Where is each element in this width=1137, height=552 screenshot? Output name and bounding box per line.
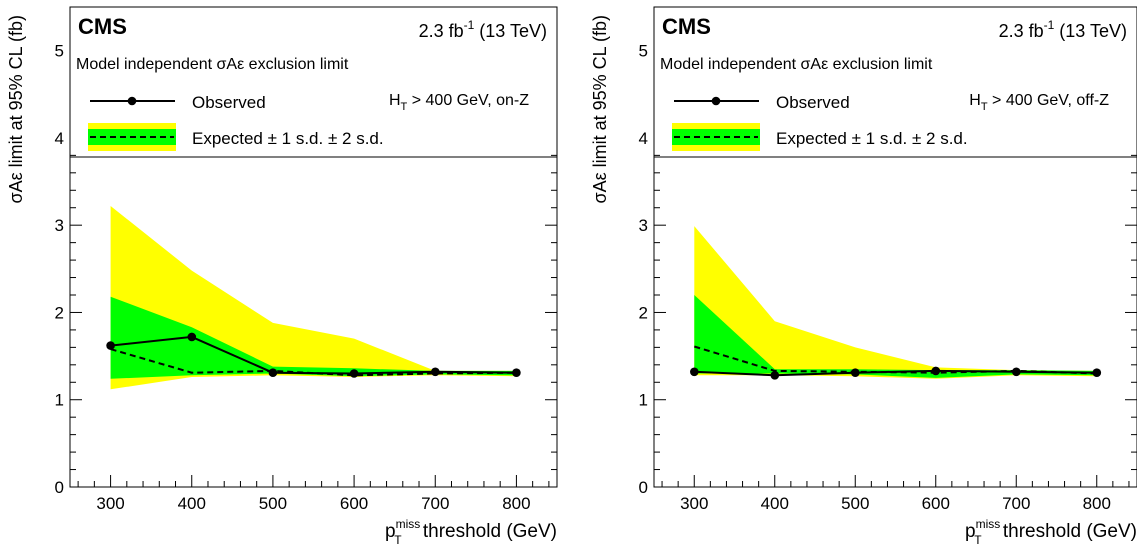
y-tick-label-3: 3: [55, 216, 64, 235]
observed-point-500: [268, 368, 278, 378]
x-axis-label: pmiss T threshold (GeV): [385, 517, 557, 547]
x-tick-label-600: 600: [922, 494, 950, 513]
lumi-exponent: -1: [464, 18, 475, 32]
observed-point-700: [431, 367, 440, 377]
observed-point-400: [187, 332, 197, 342]
x-axis-label-rest: threshold (GeV): [998, 521, 1137, 542]
selection-sub: T: [981, 101, 988, 113]
observed-point-800: [1092, 368, 1102, 378]
selection-sub: T: [401, 101, 408, 113]
x-axis-label-sub: T: [974, 533, 982, 547]
observed-point-400: [770, 371, 780, 380]
legend-observed-label: Observed: [192, 93, 266, 112]
legend-expected-label: Expected ± 1 s.d. ± 2 s.d.: [776, 129, 968, 148]
observed-point-300: [690, 367, 699, 377]
x-tick-label-700: 700: [421, 494, 449, 513]
lumi-label: 2.3 fb-1 (13 TeV): [419, 18, 547, 41]
y-axis-label: σAε limit at 95% CL (fb): [590, 15, 610, 204]
legend-observed-marker: [711, 96, 721, 106]
y-tick-label-0: 0: [639, 478, 648, 497]
x-axis-label-p: p: [965, 521, 976, 542]
lumi-value: 2.3 fb: [999, 21, 1044, 41]
y-tick-label-4: 4: [55, 129, 64, 148]
x-axis-label-p: p: [385, 521, 396, 542]
x-axis-label-sup: miss: [396, 517, 421, 531]
y-tick-label-5: 5: [639, 42, 648, 61]
observed-point-700: [1012, 367, 1021, 377]
x-axis-label: pmiss T threshold (GeV): [965, 517, 1137, 547]
chart-subtitle: Model independent σAε exclusion limit: [76, 56, 349, 73]
band-1sd: [110, 296, 517, 379]
panel-1: 0 1 2 3 4 5 300 400 500 600 700 800 CMS 2.3 fb-1 (13 …: [6, 6, 558, 547]
x-axis-label-sub: T: [394, 533, 402, 547]
y-tick-label-0: 0: [55, 478, 64, 497]
x-tick-label-400: 400: [761, 494, 789, 513]
lumi-label: 2.3 fb-1 (13 TeV): [999, 18, 1127, 41]
y-tick-label-3: 3: [639, 216, 648, 235]
x-axis-label-sup: miss: [976, 517, 1001, 531]
selection-rest: > 400 GeV, off-Z: [988, 92, 1110, 109]
plot-frame: [653, 6, 1137, 488]
lumi-energy: (13 TeV): [474, 21, 547, 41]
expected-line: [110, 348, 517, 377]
x-axis-label-rest: threshold (GeV): [418, 521, 557, 542]
observed-line: [110, 335, 517, 375]
observed-point-600: [349, 369, 359, 378]
chart-subtitle: Model independent σAε exclusion limit: [660, 56, 933, 73]
plot-frame: [69, 6, 558, 488]
selection-label: HT > 400 GeV, on-Z: [389, 92, 529, 113]
observed-point-500: [851, 368, 860, 378]
lumi-value: 2.3 fb: [419, 21, 464, 41]
y-tick-label-2: 2: [55, 303, 64, 322]
y-tick-label-1: 1: [639, 391, 648, 410]
y-axis-label: σAε limit at 95% CL (fb): [6, 15, 26, 204]
observed-line: [694, 369, 1097, 377]
x-tick-label-600: 600: [340, 494, 368, 513]
observed-point-800: [512, 368, 521, 378]
observed-point-300: [106, 341, 115, 350]
band-2sd: [694, 226, 1097, 379]
legend-observed-label: Observed: [776, 93, 850, 112]
x-tick-label-300: 300: [96, 494, 124, 513]
legend-observed-marker: [127, 96, 137, 106]
x-tick-label-400: 400: [178, 494, 206, 513]
y-tick-label-1: 1: [55, 391, 64, 410]
y-tick-label-4: 4: [639, 129, 648, 148]
x-tick-label-800: 800: [1083, 494, 1111, 513]
selection-rest: > 400 GeV, on-Z: [407, 92, 529, 109]
y-tick-label-5: 5: [55, 42, 64, 61]
band-1sd: [694, 295, 1097, 378]
panel-2: 0 1 2 3 4 5 300 400 500 600 700 800 CMS 2.3 fb-1 (13 …: [590, 6, 1137, 547]
cms-label: CMS: [662, 14, 711, 39]
selection-main: H: [389, 92, 401, 109]
x-tick-label-500: 500: [259, 494, 287, 513]
lumi-energy: (13 TeV): [1054, 21, 1127, 41]
x-tick-label-800: 800: [502, 494, 530, 513]
x-tick-label-300: 300: [680, 494, 708, 513]
y-tick-label-2: 2: [639, 303, 648, 322]
lumi-exponent: -1: [1044, 18, 1055, 32]
x-tick-label-500: 500: [841, 494, 869, 513]
legend-expected-label: Expected ± 1 s.d. ± 2 s.d.: [192, 129, 384, 148]
x-tick-label-700: 700: [1002, 494, 1030, 513]
selection-label: HT > 400 GeV, off-Z: [969, 92, 1109, 113]
observed-point-600: [931, 366, 941, 376]
cms-label: CMS: [78, 14, 127, 39]
selection-main: H: [969, 92, 981, 109]
